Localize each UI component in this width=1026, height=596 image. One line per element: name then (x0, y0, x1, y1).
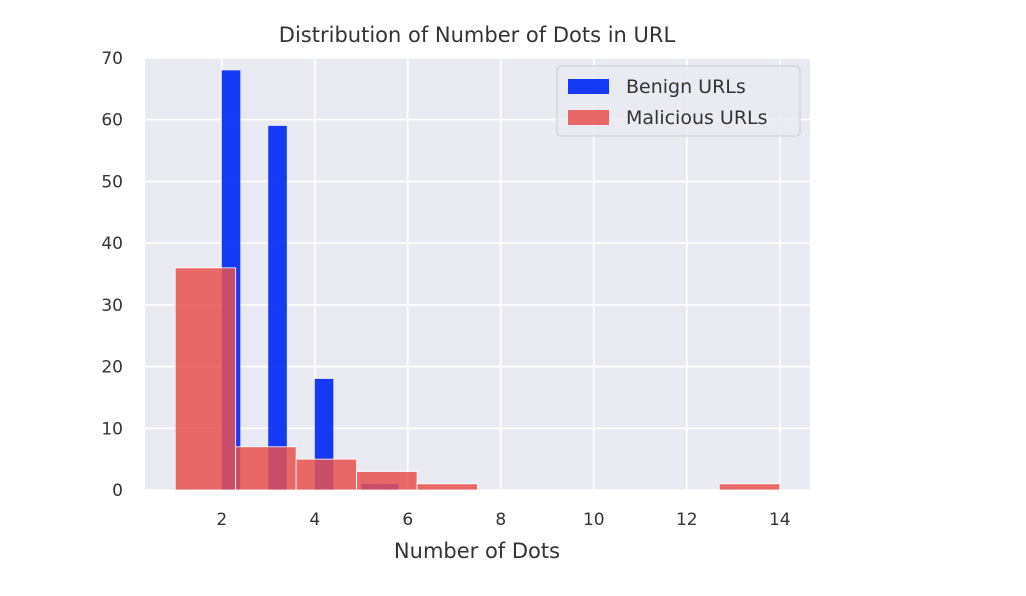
legend-swatch-malicious (568, 110, 609, 125)
x-tick-label: 14 (769, 510, 791, 530)
x-tick-label: 4 (309, 510, 320, 530)
y-tick-label: 10 (101, 419, 123, 439)
malicious-bar (174, 267, 237, 491)
bars-layer (174, 70, 781, 491)
malicious-bar (416, 483, 478, 491)
x-axis-title: Number of Dots (394, 539, 560, 563)
benign-bar (268, 125, 287, 490)
x-tick-label: 2 (216, 510, 227, 530)
y-axis: 0 10 20 30 40 50 60 70 (101, 49, 123, 501)
malicious-bar (295, 458, 357, 491)
legend-label-malicious: Malicious URLs (626, 107, 768, 129)
x-tick-label: 8 (495, 510, 506, 530)
malicious-bar (718, 483, 781, 491)
x-tick-label: 6 (402, 510, 413, 530)
legend-label-benign: Benign URLs (626, 76, 746, 98)
malicious-bar (356, 471, 418, 491)
legend: Benign URLs Malicious URLs (556, 65, 801, 137)
y-tick-label: 60 (101, 111, 123, 131)
x-tick-label: 12 (676, 510, 698, 530)
y-tick-label: 40 (101, 234, 123, 254)
y-tick-label: 30 (101, 296, 123, 316)
chart-title: Distribution of Number of Dots in URL (279, 23, 676, 47)
y-tick-label: 20 (101, 358, 123, 378)
legend-swatch-benign (568, 79, 609, 94)
y-tick-label: 0 (112, 481, 123, 501)
x-axis: 2 4 6 8 10 12 14 (216, 510, 790, 530)
legend-box (556, 65, 801, 137)
y-tick-label: 70 (101, 49, 123, 69)
x-tick-label: 10 (583, 510, 605, 530)
malicious-bar (235, 446, 297, 491)
y-tick-label: 50 (101, 172, 123, 192)
